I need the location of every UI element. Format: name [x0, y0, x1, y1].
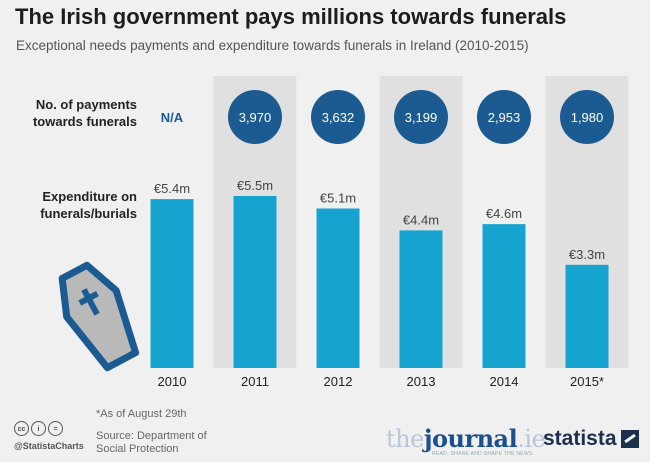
payment-value-label: 3,199 — [405, 110, 438, 125]
payment-value-label: 1,980 — [571, 110, 604, 125]
payments-row-label: No. of payments — [36, 97, 137, 112]
license-icons: cc i = — [14, 421, 63, 436]
statista-mark-icon — [620, 430, 639, 448]
payment-value-label: 2,953 — [488, 110, 521, 125]
bar-value-label: €3.3m — [569, 247, 605, 262]
payments-row-label: towards funerals — [33, 114, 137, 129]
x-tick-label: 2013 — [407, 374, 436, 389]
cc-icon: cc — [14, 421, 29, 436]
payment-bubble — [394, 90, 448, 144]
payment-bubble — [477, 90, 531, 144]
bar — [482, 224, 526, 368]
x-tick-label: 2012 — [324, 374, 353, 389]
bar — [565, 264, 609, 368]
expenditure-row-label: funerals/burials — [40, 206, 137, 221]
footnote: *As of August 29th — [96, 408, 187, 420]
payment-value-label: 3,632 — [322, 110, 355, 125]
bar — [316, 208, 360, 368]
journal-logo-ie: .ie — [517, 425, 546, 453]
journal-logo-journal: journal — [423, 424, 518, 453]
bar — [150, 199, 194, 368]
payment-bubble — [311, 90, 365, 144]
expenditure-row-label: Expenditure on — [42, 189, 137, 204]
thejournal-logo: thejournal.ie — [386, 424, 546, 453]
source-note: Source: Department of Social Protection — [96, 430, 207, 455]
attribution-icon: i — [31, 421, 46, 436]
payment-na-label: N/A — [161, 110, 184, 125]
chart-subtitle: Exceptional needs payments and expenditu… — [16, 38, 529, 53]
x-tick-label: 2010 — [158, 374, 187, 389]
bar — [399, 230, 443, 368]
bar-value-label: €4.6m — [486, 206, 522, 221]
coffin-cross-vertical — [81, 288, 100, 316]
bar — [233, 196, 277, 368]
bar-value-label: €5.4m — [154, 181, 190, 196]
statista-logo-text: statista — [543, 427, 617, 450]
coffin-icon — [58, 261, 140, 372]
x-tick-label: 2015* — [570, 374, 604, 389]
bar-value-label: €5.1m — [320, 191, 356, 206]
coffin-body — [58, 261, 140, 372]
chart-title: The Irish government pays millions towar… — [15, 4, 567, 29]
x-tick-label: 2014 — [490, 374, 519, 389]
statista-logo: statista — [543, 427, 639, 451]
payment-bubble — [560, 90, 614, 144]
payment-bubble — [228, 90, 282, 144]
bar-value-label: €5.5m — [237, 178, 273, 193]
x-tick-label: 2011 — [241, 374, 269, 389]
thejournal-tagline: READ, SHARE AND SHAPE THE NEWS — [432, 451, 533, 457]
no-derivatives-icon: = — [48, 421, 63, 436]
bar-value-label: €4.4m — [403, 212, 439, 227]
journal-logo-the: the — [386, 425, 424, 453]
twitter-handle[interactable]: @StatistaCharts — [14, 441, 84, 451]
coffin-cross-horizontal — [78, 290, 99, 306]
payment-value-label: 3,970 — [239, 110, 272, 125]
